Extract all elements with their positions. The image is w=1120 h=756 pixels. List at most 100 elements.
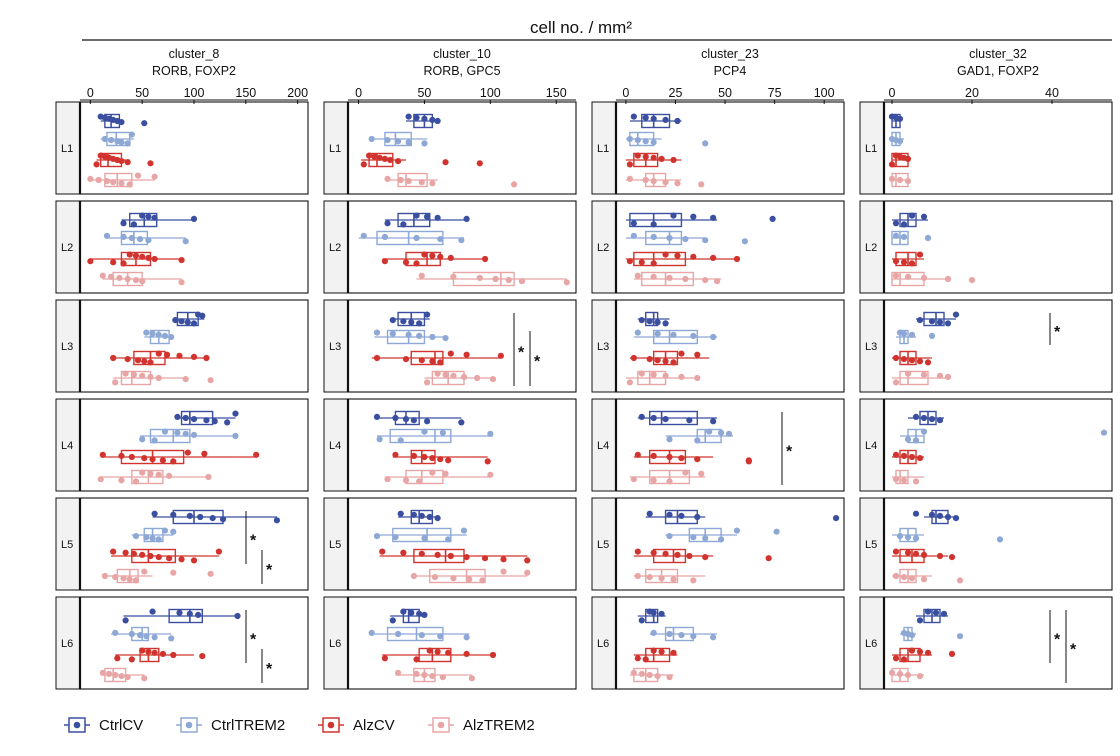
data-point: [916, 648, 924, 655]
box-CtrlCV: [122, 608, 241, 624]
x-tick-label: 75: [768, 86, 782, 100]
data-point: [463, 215, 470, 222]
box-CtrlTREM2: [900, 626, 964, 642]
legend-point: [185, 721, 193, 729]
data-point: [143, 329, 150, 336]
data-point: [518, 278, 526, 285]
box-CtrlTREM2: [358, 230, 465, 246]
data-point: [207, 570, 214, 577]
data-point: [99, 451, 106, 458]
data-point: [932, 609, 940, 616]
data-point: [149, 608, 156, 615]
data-point: [908, 453, 916, 461]
data-point: [626, 135, 633, 143]
box-CtrlTREM2: [892, 527, 1004, 543]
data-point: [418, 179, 425, 186]
box-AlzCV: [110, 548, 222, 564]
data-point: [912, 510, 920, 517]
data-point: [397, 510, 404, 517]
box-AlzTREM2: [891, 271, 976, 287]
box-CtrlTREM2: [373, 527, 468, 543]
data-point: [418, 272, 425, 279]
data-point: [120, 575, 127, 582]
data-point: [662, 550, 669, 557]
data-point: [418, 632, 425, 639]
data-point: [151, 214, 158, 221]
data-point: [429, 116, 436, 123]
facet-strip-label: L4: [865, 440, 877, 452]
data-point: [678, 350, 685, 357]
data-point: [733, 255, 741, 263]
data-point: [232, 410, 239, 417]
row-l2: L2: [859, 200, 1113, 294]
data-point: [174, 413, 181, 420]
data-point: [666, 478, 673, 485]
data-point: [405, 178, 412, 185]
panel-subtitle: PCP4: [714, 64, 747, 78]
data-point: [450, 273, 457, 280]
data-point: [662, 372, 669, 379]
data-point: [445, 536, 452, 543]
data-point: [101, 572, 108, 580]
data-point: [650, 414, 657, 422]
row-l2: L2: [591, 200, 845, 294]
x-tick-label: 0: [622, 86, 629, 100]
data-point: [170, 458, 177, 465]
data-point: [500, 568, 507, 575]
data-point: [145, 213, 152, 220]
legend-item-CtrlCV: CtrlCV: [64, 717, 143, 734]
data-point: [128, 234, 135, 242]
data-point: [126, 576, 133, 583]
data-point: [694, 351, 701, 358]
data-point: [666, 533, 673, 540]
data-point: [130, 221, 137, 228]
box-CtrlCV: [645, 509, 840, 525]
box-iqr: [652, 548, 687, 564]
box-AlzCV: [87, 251, 185, 267]
data-point: [920, 576, 928, 583]
box-CtrlCV: [908, 410, 944, 426]
data-point: [769, 215, 776, 222]
data-point: [384, 175, 391, 182]
data-point: [698, 470, 705, 477]
data-point: [184, 449, 191, 456]
box-iqr: [410, 350, 444, 366]
data-point: [110, 548, 117, 555]
row-l5: L5: [591, 497, 845, 591]
data-point: [145, 254, 152, 261]
facet-strip: [323, 200, 349, 294]
data-point: [666, 674, 673, 681]
data-point: [686, 417, 693, 424]
data-point: [360, 232, 367, 239]
data-point: [186, 610, 193, 617]
data-point: [630, 220, 637, 227]
data-point: [147, 470, 154, 477]
x-tick-label: 150: [546, 86, 567, 100]
data-point: [944, 275, 952, 283]
significance-star: *: [266, 562, 273, 579]
data-point: [900, 656, 908, 663]
facet-strip-label: L6: [865, 638, 877, 650]
data-point: [381, 655, 389, 662]
data-point: [662, 358, 669, 365]
panel-title: cluster_10: [433, 47, 491, 61]
data-point: [892, 232, 900, 239]
data-point: [442, 371, 449, 378]
data-point: [178, 318, 185, 325]
box-iqr: [641, 113, 671, 129]
data-point: [397, 437, 404, 444]
x-tick-label: 20: [965, 86, 979, 100]
data-point: [373, 354, 381, 362]
data-point: [122, 617, 129, 624]
data-point: [151, 173, 158, 180]
data-point: [445, 649, 452, 656]
box-AlzCV: [892, 548, 956, 564]
data-point: [458, 419, 465, 426]
data-point: [741, 238, 748, 245]
data-point: [381, 258, 389, 265]
box-iqr: [923, 311, 945, 327]
data-point: [429, 358, 436, 365]
facet-strip-label: L4: [597, 440, 609, 452]
data-point: [690, 253, 697, 260]
box-CtrlTREM2: [891, 230, 932, 246]
